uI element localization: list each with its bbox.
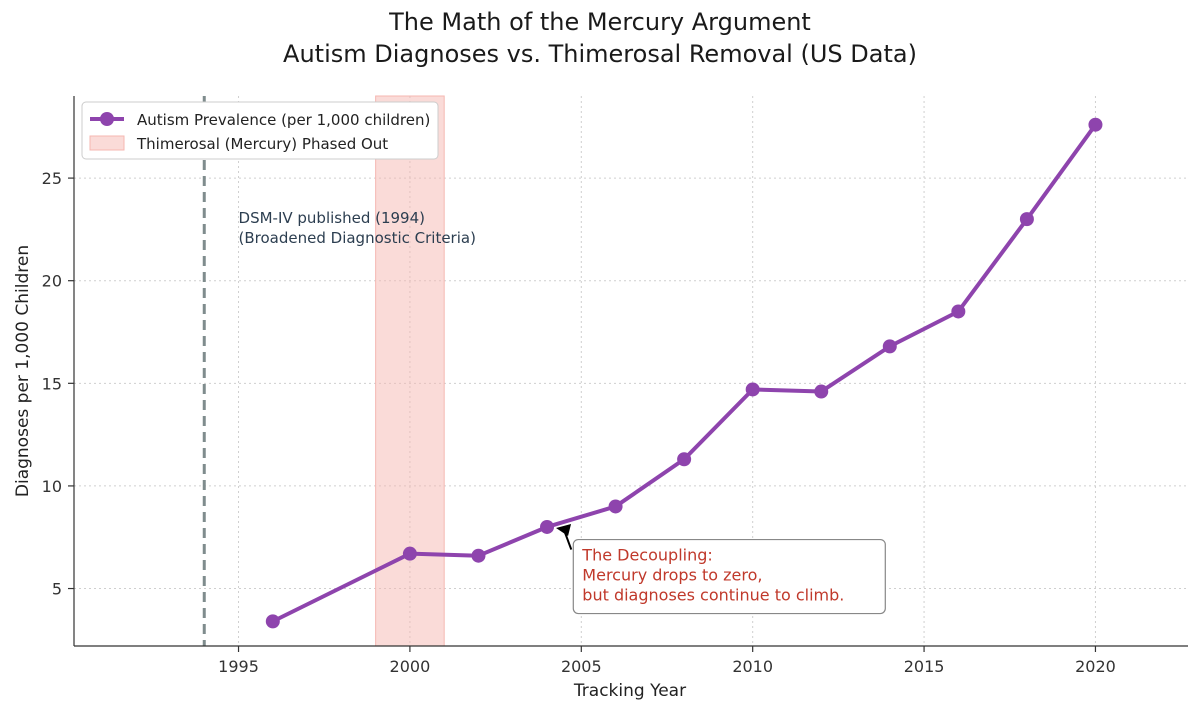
y-tick-label: 25 xyxy=(42,169,62,188)
y-tick-label: 5 xyxy=(52,580,62,599)
data-point xyxy=(540,519,555,534)
y-tick-label: 15 xyxy=(42,374,62,393)
decoupling-annotation-box xyxy=(572,538,886,615)
series-line xyxy=(270,122,1098,624)
data-point xyxy=(265,614,280,629)
data-point xyxy=(471,548,486,563)
x-tick-label: 2010 xyxy=(732,657,773,676)
chart-subtitle: Autism Diagnoses vs. Thimerosal Removal … xyxy=(283,40,917,68)
data-point xyxy=(745,382,760,397)
decoupling-annotation: The Decoupling:Mercury drops to zero,but… xyxy=(556,523,886,615)
data-point xyxy=(951,304,966,319)
x-tick-label: 1995 xyxy=(218,657,259,676)
decoupling-annotation-text: Mercury drops to zero, xyxy=(582,566,762,585)
y-tick-label: 10 xyxy=(42,477,62,496)
decoupling-arrow-head xyxy=(556,523,572,536)
dsm-iv-annotation: DSM-IV published (1994) (Broadened Diagno… xyxy=(239,209,476,247)
legend-box xyxy=(81,101,439,160)
data-point xyxy=(1019,212,1034,227)
dsm-iv-annotation-text: DSM-IV published (1994) xyxy=(239,209,425,227)
x-axis-label: Tracking Year xyxy=(573,681,686,701)
y-tick-label: 20 xyxy=(42,272,62,291)
data-point xyxy=(402,546,417,561)
dsm-iv-annotation-text: (Broadened Diagnostic Criteria) xyxy=(239,229,476,247)
y-axis-label: Diagnoses per 1,000 Children xyxy=(13,245,33,497)
data-point xyxy=(677,452,692,467)
chart-title: The Math of the Mercury Argument xyxy=(389,8,811,36)
x-tick-label: 2020 xyxy=(1075,657,1116,676)
data-point xyxy=(882,339,897,354)
legend-label-series: Autism Prevalence (per 1,000 children) xyxy=(137,111,430,129)
data-point xyxy=(814,384,829,399)
decoupling-annotation-text: The Decoupling: xyxy=(581,546,712,565)
legend: Autism Prevalence (per 1,000 children) Th… xyxy=(81,101,439,160)
data-point xyxy=(1088,117,1103,132)
x-tick-label: 2015 xyxy=(904,657,945,676)
legend-label-region: Thimerosal (Mercury) Phased Out xyxy=(136,135,388,153)
data-point xyxy=(608,499,623,514)
x-tick-label: 2000 xyxy=(390,657,431,676)
legend-marker-swatch xyxy=(100,112,114,126)
legend-region-swatch xyxy=(89,135,125,151)
x-tick-label: 2005 xyxy=(561,657,602,676)
decoupling-annotation-text: but diagnoses continue to climb. xyxy=(582,586,844,605)
